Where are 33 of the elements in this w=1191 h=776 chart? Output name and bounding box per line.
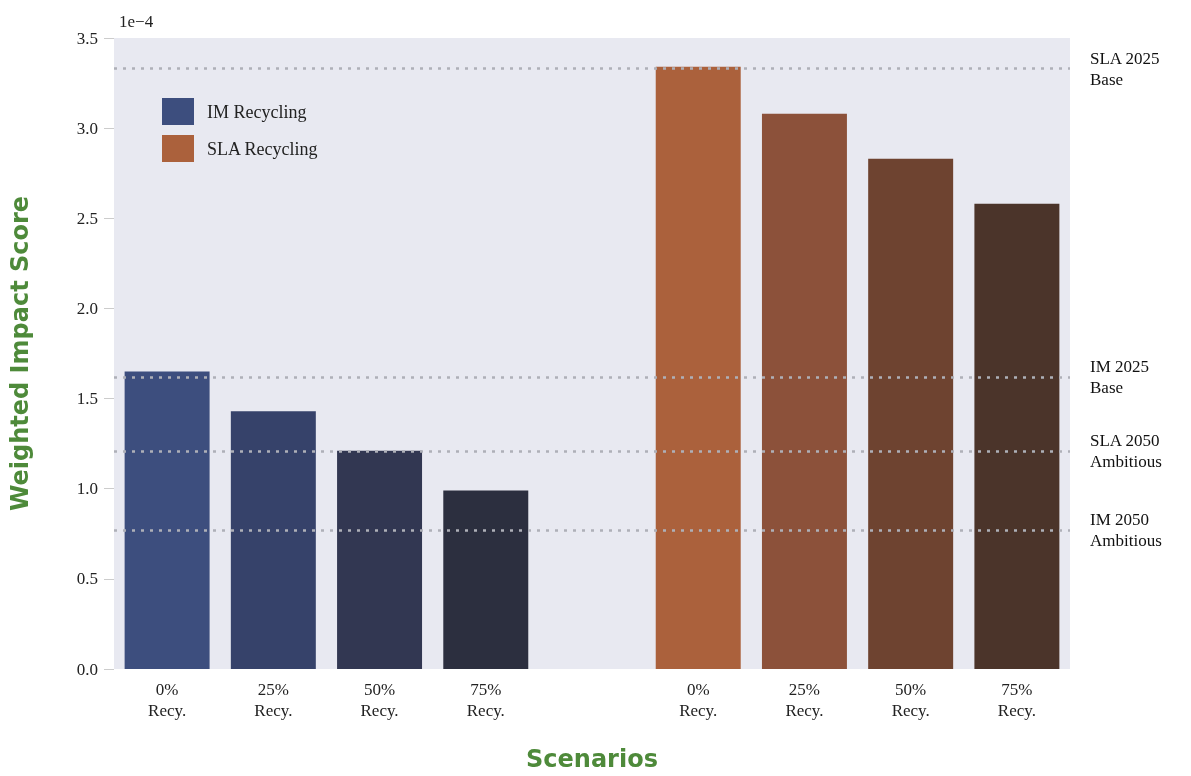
bar	[443, 490, 529, 669]
ref-line-label: IM 2025 Base	[1090, 356, 1150, 397]
x-tick-label: 0% Recy.	[679, 680, 718, 720]
y-tick-label: 3.0	[76, 118, 98, 138]
y-tick-label: 1.5	[76, 389, 98, 409]
bar	[655, 66, 741, 669]
y-tick-label: 0.5	[76, 569, 98, 589]
x-tick-label: 75% Recy.	[466, 680, 505, 720]
y-tick-label: 0.0	[76, 659, 98, 679]
x-tick-label: 75% Recy.	[997, 680, 1036, 720]
y-tick-label: 2.0	[76, 298, 98, 318]
bar	[337, 450, 423, 669]
x-axis-title: Scenarios	[526, 745, 658, 773]
text: 1e−4	[119, 12, 154, 31]
bar	[868, 158, 954, 669]
x-tick-label: 50% Recy.	[891, 680, 930, 720]
ref-line-label: SLA 2025 Base	[1090, 48, 1160, 89]
x-tick-label: 0% Recy.	[148, 680, 187, 720]
x-tick-label: 50% Recy.	[360, 680, 399, 720]
y-tick-label: 3.5	[76, 28, 98, 48]
ref-line-label: SLA 2050 Ambitious	[1090, 430, 1162, 471]
y-axis-title: Weighted Impact Score	[6, 195, 34, 512]
bar	[124, 371, 210, 669]
y-tick-label: 2.5	[76, 208, 98, 228]
legend-label: SLA Recycling	[207, 138, 318, 159]
ref-line-label: IM 2050 Ambitious	[1090, 510, 1162, 551]
x-tick-label: 25% Recy.	[785, 680, 824, 720]
legend-label: IM Recycling	[207, 101, 307, 122]
bar	[974, 203, 1060, 669]
bar	[230, 411, 316, 669]
bar	[761, 113, 847, 669]
x-tick-label: 25% Recy.	[254, 680, 293, 720]
y-tick-label: 1.0	[76, 479, 98, 499]
